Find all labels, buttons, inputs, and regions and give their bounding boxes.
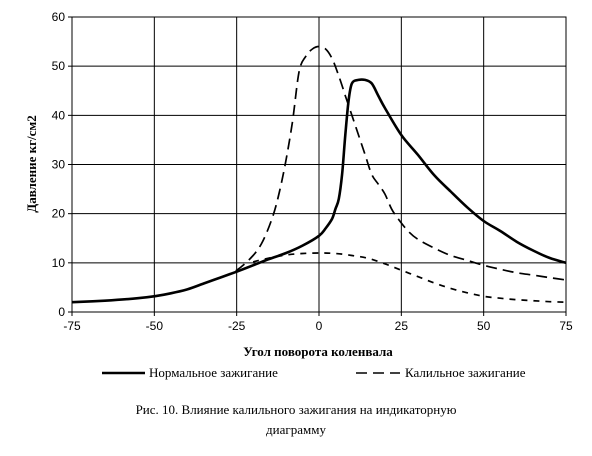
y-axis-title: Давление кг/см2 xyxy=(24,115,39,213)
x-tick-label: 25 xyxy=(395,319,409,333)
series-line-hot-ignition-branch xyxy=(252,252,567,304)
x-tick-label: -50 xyxy=(146,319,164,333)
caption-line-2: диаграмму xyxy=(266,422,326,437)
plot-frame xyxy=(68,16,567,316)
series-line-hot-ignition xyxy=(219,45,567,281)
caption-line-1: Рис. 10. Влияние калильного зажигания на… xyxy=(135,402,457,417)
series-line-normal-ignition xyxy=(71,78,567,304)
x-tick-label: 50 xyxy=(477,319,491,333)
x-tick-label: 75 xyxy=(559,319,573,333)
y-tick-label: 50 xyxy=(52,59,66,73)
x-tick-label: -75 xyxy=(63,319,81,333)
y-tick-label: 60 xyxy=(52,10,66,24)
legend-label-normal: Нормальное зажигание xyxy=(149,365,278,380)
y-tick-label: 0 xyxy=(58,305,65,319)
y-tick-label: 40 xyxy=(52,108,66,122)
x-tick-label: -25 xyxy=(228,319,246,333)
x-axis-title: Угол поворота коленвала xyxy=(243,344,393,359)
tick-labels: -75 -50 -25 0 25 50 75 0 10 20 30 40 50 60 xyxy=(52,10,573,333)
y-tick-label: 10 xyxy=(52,256,66,270)
plot-border xyxy=(71,16,567,313)
legend-label-hot: Калильное зажигание xyxy=(405,365,526,380)
y-tick-label: 20 xyxy=(52,207,66,221)
x-tick-label: 0 xyxy=(316,319,323,333)
series-lines xyxy=(71,45,567,304)
legend: Нормальное зажигание Калильное зажигание xyxy=(102,365,526,380)
y-tick-label: 30 xyxy=(52,158,66,172)
figure-caption: Рис. 10. Влияние калильного зажигания на… xyxy=(0,400,592,440)
